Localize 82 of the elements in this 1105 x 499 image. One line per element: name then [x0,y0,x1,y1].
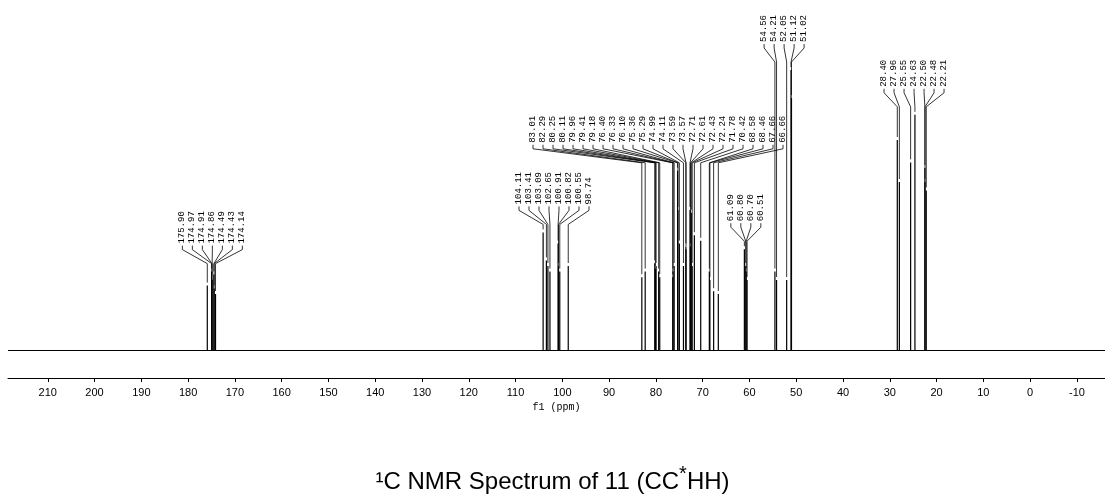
annotation: 83.01 [528,115,539,143]
annotation: 60.51 [755,194,766,222]
annotation: 60.80 [735,194,746,222]
x-tick-label: -10 [1068,385,1085,398]
annotation: 22.50 [919,59,930,87]
x-tick-label: 200 [85,385,104,398]
annotation: 22.48 [929,59,940,87]
annotation: 54.56 [759,14,770,42]
annotation: 72.71 [688,115,699,143]
annotation: 98.74 [584,177,594,205]
annotation: 68.46 [758,115,769,143]
annotation: 175.90 [177,211,188,244]
annotation: 174.49 [217,211,228,244]
annotation: 80.11 [558,115,569,143]
x-tick-label: 80 [649,385,663,398]
x-tick-label: 20 [930,385,943,398]
x-tick-label: 0 [1027,385,1034,398]
annotation: 54.21 [769,14,780,42]
x-tick-label: 50 [790,385,803,398]
x-tick-label: 40 [836,385,850,398]
annotation: 174.43 [227,211,238,244]
annotation: 71.78 [728,115,739,143]
annotation: 100.91 [554,171,564,205]
x-tick-label: 140 [366,385,385,398]
annotation: 68.58 [748,115,759,143]
annotation: 67.66 [768,115,779,143]
x-tick-label: 210 [38,385,57,398]
annotation: 74.99 [648,115,659,143]
annotation: 104.11 [514,171,524,205]
annotation: 102.65 [544,171,554,205]
x-tick-label: 100 [553,385,572,398]
annotation: 72.24 [718,115,729,143]
annotation: 61.09 [725,194,736,222]
x-tick-label: 190 [132,385,151,398]
annotation: 73.59 [668,115,679,143]
x-tick-label: 150 [319,385,338,398]
annotation: 103.09 [534,171,544,205]
annotation: 72.61 [698,115,709,143]
annotation: 75.36 [628,115,639,143]
annotation: 73.57 [678,115,689,143]
annotation: 28.40 [879,59,890,87]
annotation: 82.29 [538,115,549,143]
x-axis-title: f1 (ppm) [532,401,581,413]
x-tick-label: 180 [178,385,198,398]
annotation: 79.18 [588,115,599,143]
annotation: 27.96 [889,59,900,87]
annotation: 76.40 [598,115,609,143]
annotation: 22.21 [939,59,950,87]
text: ¹C NMR Spectrum of 11 (CC$^{*}$HH) [374,462,731,495]
x-tick-label: 70 [696,385,709,398]
annotation: 52.05 [779,14,790,42]
x-tick-label: 160 [272,385,291,398]
annotation: 24.63 [909,59,920,87]
annotation: 76.10 [618,115,629,143]
x-tick-label: 30 [883,385,896,398]
annotation: 79.41 [578,115,589,143]
x-tick-label: 60 [743,385,756,398]
annotation: 79.96 [568,115,579,143]
annotation: 174.97 [187,211,198,244]
annotation: 174.14 [237,211,248,244]
annotation: 103.41 [524,171,534,205]
x-tick-label: 120 [459,385,478,398]
x-tick-label: 110 [506,385,525,398]
annotation: 80.25 [548,115,559,143]
annotation: 60.70 [745,194,756,222]
annotation: 72.43 [708,115,719,143]
annotation: 174.91 [197,211,208,244]
annotation: 75.29 [638,115,649,143]
annotation: 25.55 [899,59,910,87]
x-tick-label: 130 [412,385,432,398]
annotation: 174.86 [207,211,218,244]
annotation: 100.82 [564,171,574,205]
annotation: 51.02 [799,14,810,42]
annotation: 100.55 [574,171,584,205]
x-tick-label: 90 [603,385,616,398]
annotation: 66.66 [778,115,789,143]
annotation: 70.42 [738,115,749,143]
annotation: 51.12 [789,14,800,42]
annotation: 76.33 [608,115,619,143]
x-tick-label: 10 [977,385,990,398]
x-tick-label: 170 [225,385,245,398]
annotation: 74.11 [658,115,669,143]
